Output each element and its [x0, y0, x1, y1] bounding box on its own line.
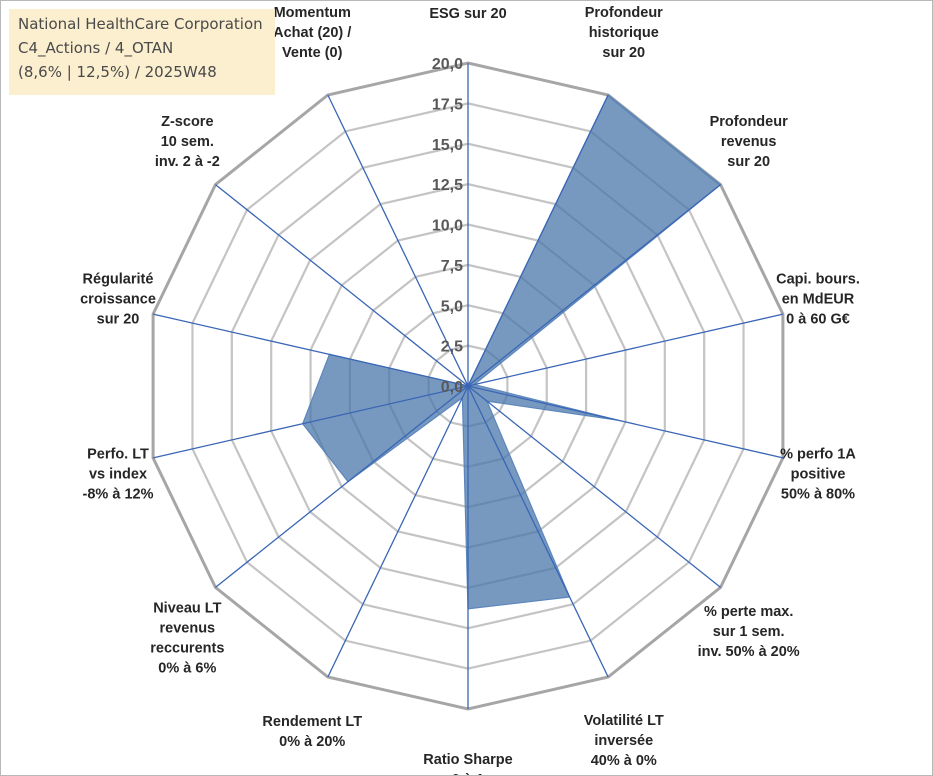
axis-label: % perfo 1A positive 50% à 80% [780, 446, 856, 502]
axis-label: Régularité croissance sur 20 [80, 272, 156, 328]
tick-label: 0,0 [441, 379, 463, 396]
tick-label: 5,0 [441, 298, 463, 315]
axis-line [467, 184, 721, 387]
axis-line [215, 385, 469, 588]
axis-line [467, 385, 609, 678]
axis-line [152, 313, 469, 387]
tick-label: 17,5 [432, 96, 463, 113]
period-label: (8,6% | 12,5%) / 2025W48 [18, 63, 217, 81]
axis-line [327, 385, 469, 678]
axis-line [467, 385, 721, 588]
axis-label: Perfo. LT vs index -8% à 12% [83, 446, 154, 502]
axis-label: Z-score 10 sem. inv. 2 à -2 [155, 114, 220, 170]
axis-label: Ratio Sharpe0 à 1 [423, 752, 512, 775]
axis-label: Niveau LT revenus reccurents 0% à 6% [150, 600, 224, 676]
tick-layer: 0,0 2,5 5,0 7,5 10,0 12,5 15,0 17,5 20,0 [432, 56, 463, 396]
company-name: National HealthCare Corporation [18, 15, 263, 33]
category-label: C4_Actions / 4_OTAN [18, 39, 174, 57]
axis-label: Profondeur historique sur 20 [585, 5, 663, 61]
axis-label: % perte max. sur 1 sem. inv. 50% à 20% [698, 604, 800, 660]
axis-label: Momentum Achat (20) / Vente (0) [273, 5, 351, 61]
axis-label: Rendement LT 0% à 20% [262, 714, 362, 750]
tick-label: 12,5 [432, 177, 463, 194]
tick-label: 2,5 [441, 339, 463, 356]
axis-line [467, 313, 784, 387]
tick-label: 7,5 [441, 258, 463, 275]
axis-line [215, 184, 469, 387]
axis-line [327, 94, 469, 387]
axis-label: Volatilité LT inversée 40% à 0% [584, 713, 664, 769]
axis-line [467, 94, 609, 387]
axis-line [467, 385, 784, 459]
axis-label: Capi. bours. en MdEUR 0 à 60 G€ [776, 272, 860, 328]
info-box: National HealthCare Corporation C4_Actio… [9, 9, 275, 95]
axis-label: NoteESG sur 20 [429, 1, 506, 22]
axis-label: Profondeur revenus sur 20 [710, 114, 788, 170]
tick-label: 15,0 [432, 137, 463, 154]
axis-line [152, 385, 469, 459]
tick-label: 10,0 [432, 218, 463, 235]
tick-label: 20,0 [432, 56, 463, 73]
axis-layer [152, 63, 784, 709]
